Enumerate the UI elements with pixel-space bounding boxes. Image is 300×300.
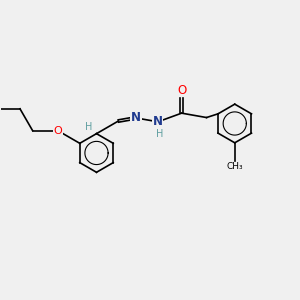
Text: N: N — [153, 115, 163, 128]
Text: O: O — [53, 126, 62, 136]
Text: O: O — [177, 84, 186, 97]
Text: CH₃: CH₃ — [226, 162, 243, 171]
Text: H: H — [85, 122, 92, 132]
Text: N: N — [131, 111, 141, 124]
Text: H: H — [156, 129, 163, 139]
